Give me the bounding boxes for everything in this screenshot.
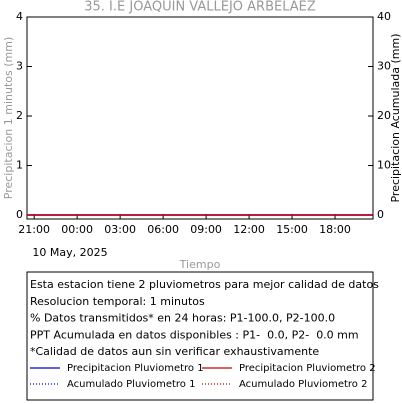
y2-tick-label: 10 [377, 159, 391, 172]
info-line: % Datos transmitidos* en 24 horas: P1-10… [30, 312, 335, 325]
info-box [26, 271, 374, 401]
y2-tick-label: 0 [377, 208, 384, 221]
legend-label: Precipitacion Pluviometro 2 [239, 363, 376, 374]
date-label: 10 May, 2025 [32, 246, 107, 259]
x-tick-label: 09:00 [190, 223, 222, 236]
x-tick-label: 03:00 [104, 223, 136, 236]
legend-label: Acumulado Pluviometro 2 [239, 379, 367, 390]
x-axis-label: Tiempo [179, 258, 221, 271]
info-line: Resolucion temporal: 1 minutos [30, 295, 205, 308]
y-tick-label: 4 [16, 10, 23, 23]
x-tick-label: 15:00 [276, 223, 308, 236]
y2-axis-label: Precipitacion Acumulada (mm) [389, 33, 402, 202]
y-tick-label: 2 [16, 109, 23, 122]
info-line: Esta estacion tiene 2 pluviometros para … [30, 278, 379, 291]
y-tick-label: 3 [16, 60, 23, 73]
x-tick-label: 12:00 [233, 223, 265, 236]
x-tick-label: 18:00 [319, 223, 351, 236]
y2-tick-label: 40 [377, 10, 391, 23]
x-tick-label: 06:00 [147, 223, 179, 236]
legend-label: Acumulado Pluviometro 1 [67, 379, 195, 390]
x-tick-label: 21:00 [18, 223, 50, 236]
chart-title: 35. I.E JOAQUIN VALLEJO ARBELAEZ [84, 0, 316, 15]
y2-tick-label: 30 [377, 60, 391, 73]
x-tick-label: 00:00 [61, 223, 93, 236]
y2-tick-label: 20 [377, 109, 391, 122]
legend-label: Precipitacion Pluviometro 1 [67, 363, 204, 374]
plot-frame [26, 16, 374, 220]
y-tick-label: 0 [16, 208, 23, 221]
info-line: *Calidad de datos aun sin verificar exha… [30, 345, 319, 358]
y-axis-label: Precipitacion 1 minutos (mm) [2, 37, 15, 199]
info-line: PPT Acumulada en datos disponibles : P1-… [30, 328, 359, 341]
y-tick-label: 1 [16, 159, 23, 172]
